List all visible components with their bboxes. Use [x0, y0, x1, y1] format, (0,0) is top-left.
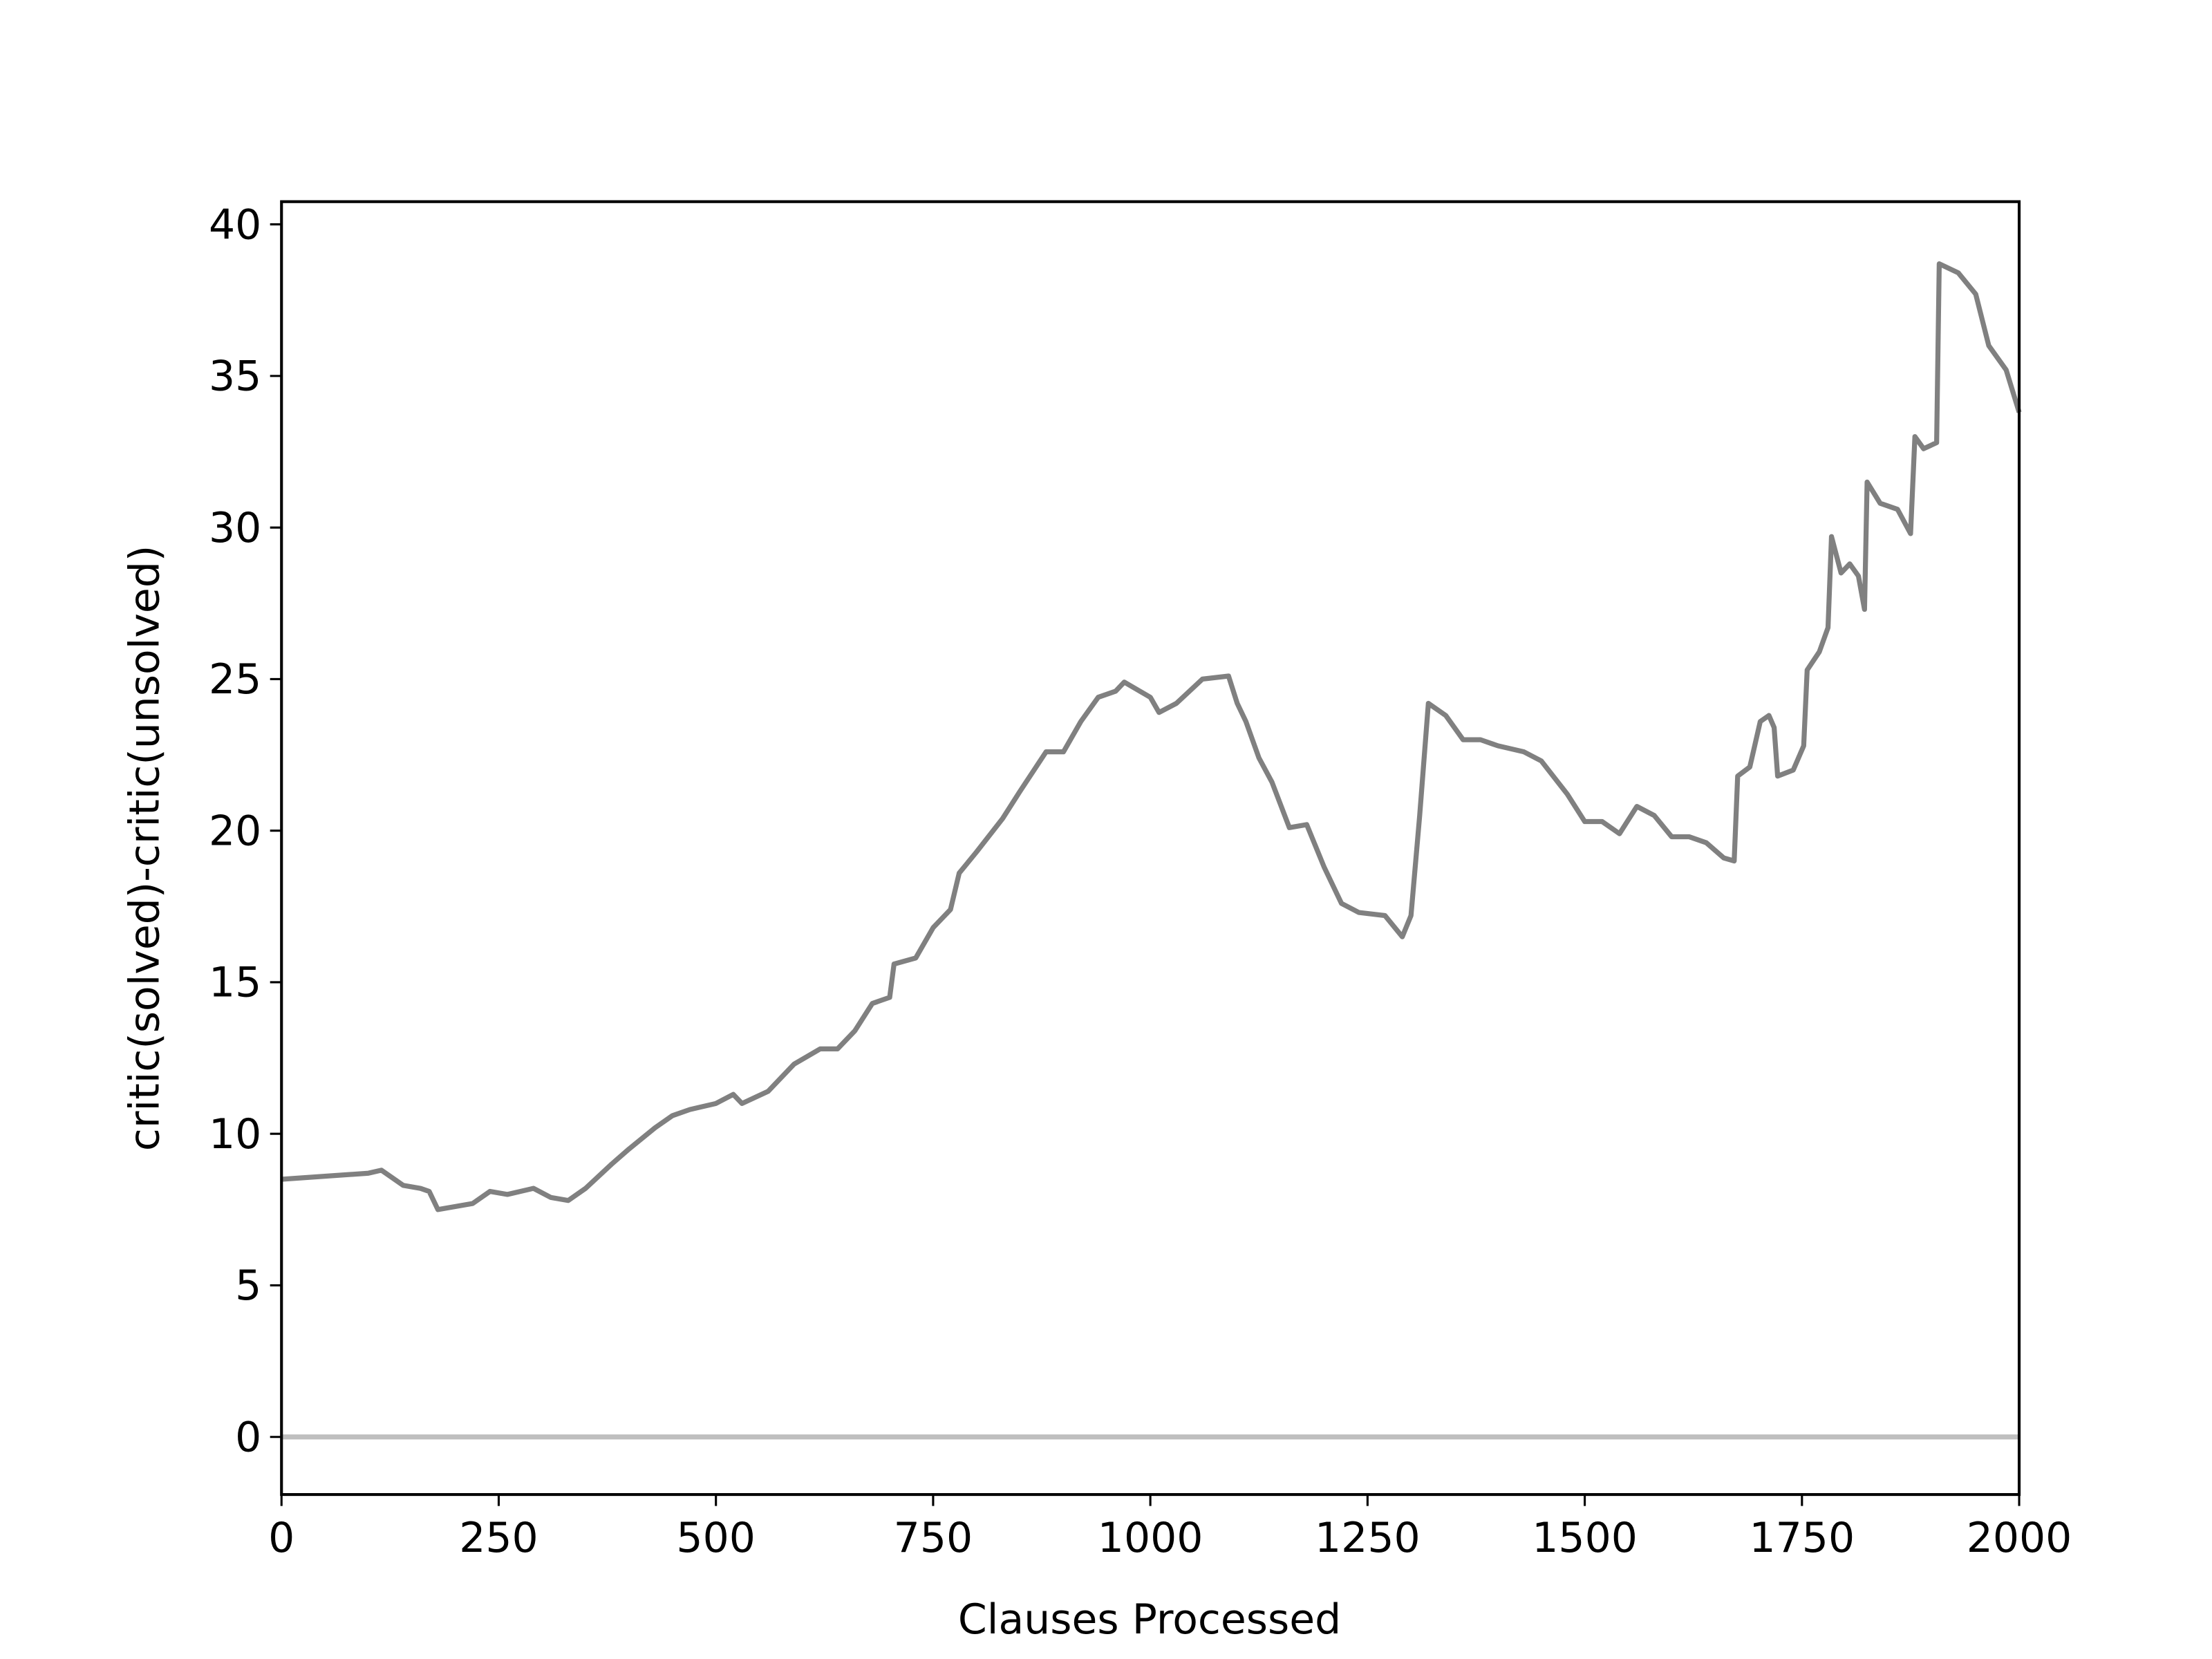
y-tick-label: 0 [235, 1413, 261, 1461]
y-tick-label: 35 [209, 353, 261, 401]
x-tick-label: 2000 [1967, 1514, 2072, 1562]
x-tick-label: 500 [676, 1514, 756, 1562]
x-tick-label: 250 [459, 1514, 538, 1562]
x-tick-label: 750 [894, 1514, 973, 1562]
y-axis-label: critic(solved)-critic(unsolved) [120, 545, 169, 1151]
x-tick-label: 1500 [1532, 1514, 1638, 1562]
x-tick-label: 1250 [1315, 1514, 1421, 1562]
x-tick-label: 0 [268, 1514, 294, 1562]
x-tick-label: 1000 [1098, 1514, 1203, 1562]
y-tick-label: 25 [209, 655, 261, 704]
y-tick-label: 5 [235, 1262, 261, 1310]
y-tick-label: 30 [209, 504, 261, 552]
y-tick-label: 15 [209, 959, 261, 1007]
y-tick-label: 40 [209, 200, 261, 249]
x-axis-label: Clauses Processed [958, 1595, 1341, 1644]
y-tick-label: 20 [209, 807, 261, 855]
y-tick-label: 10 [209, 1110, 261, 1159]
plot-frame [280, 200, 2021, 1497]
data-line [281, 261, 2022, 1212]
x-tick-label: 1750 [1749, 1514, 1855, 1562]
